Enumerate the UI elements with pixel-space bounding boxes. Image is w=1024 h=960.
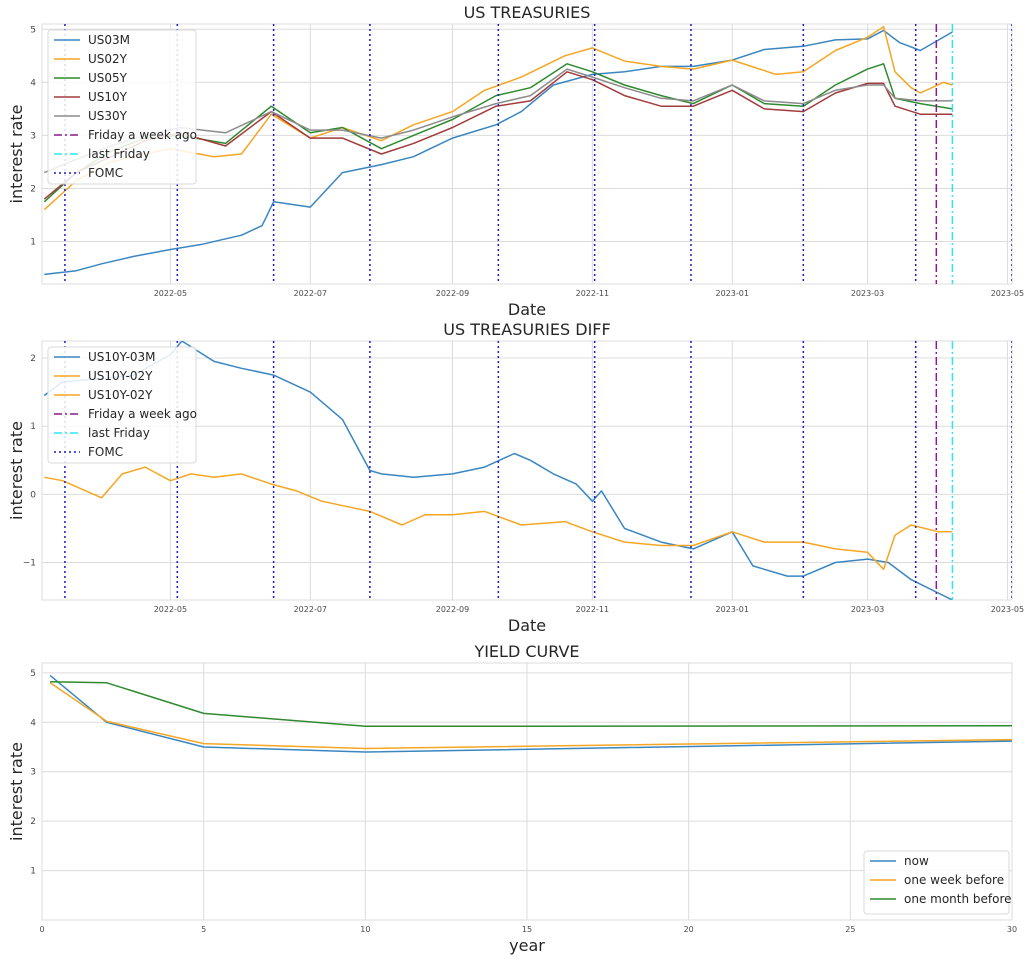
y-tick-label: 2 [30,354,36,364]
legend: US10Y-03M US10Y-02Y US10Y-02Y Friday a week… [47,346,197,464]
y-tick-label: 1 [30,422,36,432]
chart-title: US TREASURIES DIFF [443,320,610,339]
legend-label: Friday a week ago [88,407,197,421]
legend: now one week before one month before [863,850,1012,915]
legend-label: US10Y-02Y [88,388,153,402]
x-tick-label: 2022-11 [576,605,609,614]
plot-area [41,340,1013,601]
x-tick-label: 2023-01 [716,605,749,614]
legend-label: US10Y [88,90,128,104]
legend-label: last Friday [88,426,150,440]
series-line-us30y [44,68,953,174]
x-axis-label: year [509,936,545,955]
legend-label: FOMC [88,166,123,180]
x-tick-label: 2023-01 [716,289,749,298]
y-tick-label: 4 [30,718,36,728]
y-tick-label: 5 [30,25,36,35]
x-tick-label: 2022-11 [576,289,609,298]
x-tick-label: 0 [39,925,44,934]
x-tick-label: 30 [1007,925,1017,934]
chart-2: −1 0 1 2 2022-05 2022-07 2022-09 2022-11 2023-01… [7,320,1024,635]
legend-frame [863,850,1010,915]
y-axis-label: interest rate [7,421,26,520]
series-line-one-month-before [50,681,1012,728]
legend-label: US05Y [88,71,128,85]
legend-label: US30Y [88,109,128,123]
y-tick-label: 3 [30,768,36,778]
legend-label: one month before [904,892,1012,906]
chart-3: 1 2 3 4 5 0 5 10 15 20 25 30 YIELD CURVE year interest… [7,642,1017,955]
x-tick-label: 2023-03 [851,605,884,614]
legend-label: US02Y [88,52,128,66]
y-tick-label: 0 [30,490,36,500]
legend-label: US10Y-02Y [88,369,153,383]
x-tick-label: 2022-05 [154,289,187,298]
legend-label: one week before [904,873,1004,887]
y-tick-label: 2 [30,817,36,827]
legend: US03M US02Y US05Y US10Y US30Y Friday a week a… [47,29,197,185]
x-tick-label: 2023-05 [991,605,1024,614]
legend-frame [47,346,197,464]
x-tick-label: 2023-03 [851,289,884,298]
x-tick-label: 2022-07 [294,605,327,614]
series-line-us02y [43,25,953,211]
x-tick-label: 2022-07 [294,289,327,298]
x-axis-label: Date [508,300,546,319]
legend-frame [47,29,197,185]
chart-1: 1 2 3 4 5 2022-05 2022-07 2022-09 2022-11 2023-01… [7,3,1024,319]
x-tick-label: 2023-05 [991,289,1024,298]
legend-label: now [904,854,929,868]
y-axis-label: interest rate [7,105,26,204]
legend-label: last Friday [88,147,150,161]
legend-label: Friday a week ago [88,128,197,142]
series-line-one-week-before [49,682,1012,750]
x-tick-label: 5 [201,925,206,934]
x-tick-label: 2022-09 [436,605,469,614]
plot-area [41,662,1013,921]
x-axis-label: Date [508,616,546,635]
plot-series [43,341,1012,600]
y-tick-label: 4 [30,78,36,88]
x-tick-label: 2022-05 [154,605,187,614]
series-line-us10y-02y [44,466,953,571]
plot-series [49,674,1012,753]
x-tick-label: 15 [522,925,532,934]
plot-series [43,24,1012,284]
x-tick-label: 25 [845,925,855,934]
series-line-now [49,674,1012,753]
legend-label: FOMC [88,445,123,459]
legend-label: US03M [88,33,130,47]
y-tick-label: 1 [30,238,36,248]
legend-label: US10Y-03M [88,350,156,364]
series-line-us03m [44,29,953,276]
y-axis-label: interest rate [7,742,26,841]
y-tick-label: −1 [23,559,36,569]
series-line-us10y-03m [43,341,953,600]
y-tick-label: 3 [30,131,36,141]
chart-title: YIELD CURVE [473,642,579,661]
x-tick-label: 10 [360,925,370,934]
x-tick-label: 2022-09 [436,289,469,298]
chart-title: US TREASURIES [464,3,591,22]
x-tick-label: 20 [684,925,694,934]
y-tick-label: 2 [30,184,36,194]
y-tick-label: 1 [30,867,36,877]
y-tick-label: 5 [30,669,36,679]
